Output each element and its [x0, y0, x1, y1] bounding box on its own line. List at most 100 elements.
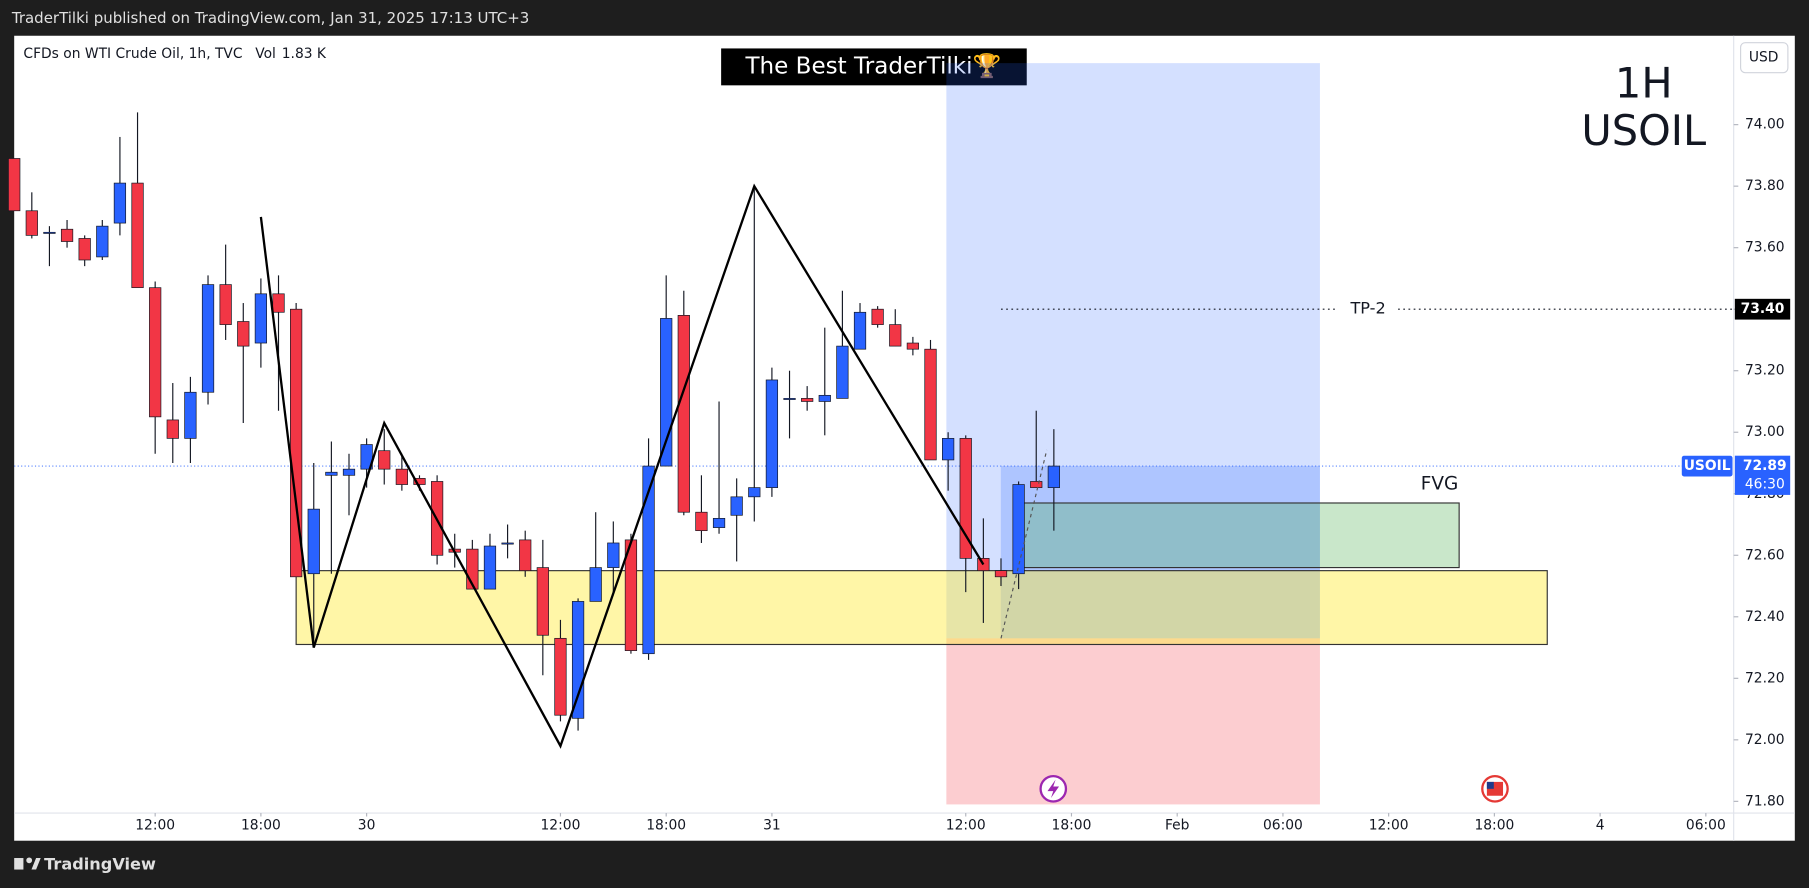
x-tick-label: 18:00	[1474, 818, 1514, 834]
x-tick-label: 12:00	[135, 818, 175, 834]
candle-body	[536, 567, 549, 636]
candle-body	[942, 438, 955, 461]
y-tick-label: 73.80	[1745, 178, 1785, 194]
candle-body	[43, 231, 56, 234]
currency[interactable]: USD	[1749, 50, 1779, 66]
y-tick-label: 73.00	[1745, 424, 1785, 440]
candle-body	[519, 539, 532, 572]
candle-body	[818, 394, 831, 402]
candle-body	[783, 398, 796, 400]
candle-body	[325, 471, 338, 476]
candle-body	[237, 321, 250, 347]
title-box	[721, 48, 1027, 86]
profit-zone	[946, 63, 1320, 639]
last-price-box	[1734, 455, 1791, 495]
candle-body	[924, 348, 937, 461]
fvg-label: FVG	[1421, 474, 1459, 495]
target-label: TP-2	[1349, 299, 1385, 318]
candle-body	[959, 438, 972, 559]
x-tick-label: 06:00	[1686, 818, 1726, 834]
candle-body	[1047, 465, 1060, 488]
symbol-info: CFDs on WTI Crude Oil, 1h, TVC	[23, 46, 242, 62]
candle-body	[730, 496, 743, 516]
y-tick-label: 72.60	[1745, 547, 1785, 563]
candle-body	[78, 238, 91, 261]
candle-body	[1030, 481, 1043, 488]
candle-body	[501, 542, 514, 545]
symbol-label: USOIL	[1581, 106, 1706, 155]
title: The Best TraderTilki🏆	[744, 52, 1001, 79]
candle-body	[589, 567, 602, 602]
candle-body	[677, 315, 690, 513]
target-price: 73.40	[1741, 301, 1785, 317]
candle-body	[642, 465, 655, 655]
zigzag	[259, 183, 985, 749]
candle-body	[254, 293, 268, 344]
stop-zone	[946, 638, 1320, 805]
chart-area	[14, 35, 1795, 841]
x-tick-label: 31	[763, 818, 781, 834]
candle-body	[360, 444, 373, 470]
x-tick-label: 06:00	[1263, 818, 1303, 834]
price-tag-box	[1681, 455, 1733, 477]
entry-dash	[1000, 449, 1048, 639]
candle-body	[836, 345, 849, 399]
last-price: 72.89	[1743, 458, 1787, 474]
candle-body	[466, 548, 479, 590]
volume-value: 1.83 K	[282, 46, 327, 62]
candle-body	[712, 518, 726, 528]
timeframe-label: 1H	[1615, 58, 1673, 107]
candle-body	[8, 158, 21, 212]
candle-body	[113, 182, 127, 224]
support-zone	[295, 570, 1548, 646]
candle-body	[96, 225, 109, 258]
x-tick-label: 12:00	[946, 818, 986, 834]
y-tick-label: 73.60	[1745, 240, 1785, 256]
x-tick-label: 12:00	[541, 818, 581, 834]
event-icons	[1039, 774, 1509, 803]
y-tick-label: 73.20	[1745, 363, 1785, 379]
candle-body	[607, 542, 620, 568]
candle-body	[307, 508, 320, 575]
candle-body	[149, 287, 162, 418]
candle-body	[201, 284, 215, 393]
candle-body	[290, 308, 303, 578]
candle-body	[571, 601, 585, 719]
y-tick-label: 71.80	[1745, 793, 1785, 809]
plot: 71.8072.0072.2072.4072.6072.8073.0073.20…	[8, 35, 1795, 841]
candle-body	[889, 324, 902, 347]
candle-body	[166, 419, 179, 439]
candle-body	[748, 487, 761, 498]
volume-label: Vol	[255, 46, 276, 62]
x-tick-label: 30	[358, 818, 376, 834]
candle-body	[395, 468, 408, 485]
target-price-box	[1734, 298, 1791, 320]
x-tick-label: 18:00	[241, 818, 281, 834]
candle-body	[906, 342, 919, 350]
footer-brand: TradingView	[44, 854, 156, 873]
currency-button[interactable]	[1740, 42, 1789, 74]
x-tick-label: 18:00	[646, 818, 686, 834]
candle-body	[131, 182, 144, 289]
footer-logo	[14, 857, 41, 870]
candle-body	[342, 468, 356, 476]
candle-body	[483, 545, 497, 590]
countdown: 46:30	[1745, 477, 1785, 493]
candle-body	[554, 637, 567, 716]
candle-body	[272, 293, 285, 313]
candle-body	[219, 284, 232, 325]
x-tick-label: 12:00	[1369, 818, 1409, 834]
y-tick-label: 74.00	[1745, 117, 1785, 133]
candle-body	[1012, 484, 1025, 575]
candle-body	[801, 398, 814, 402]
candle-body	[695, 511, 708, 532]
candle-body	[871, 308, 884, 325]
y-tick-label: 72.20	[1745, 670, 1785, 686]
candle-body	[853, 311, 867, 350]
y-tick-label: 72.40	[1745, 609, 1785, 625]
candle-body	[184, 391, 197, 439]
candle-body	[60, 228, 74, 242]
x-tick-label: 4	[1596, 818, 1605, 834]
